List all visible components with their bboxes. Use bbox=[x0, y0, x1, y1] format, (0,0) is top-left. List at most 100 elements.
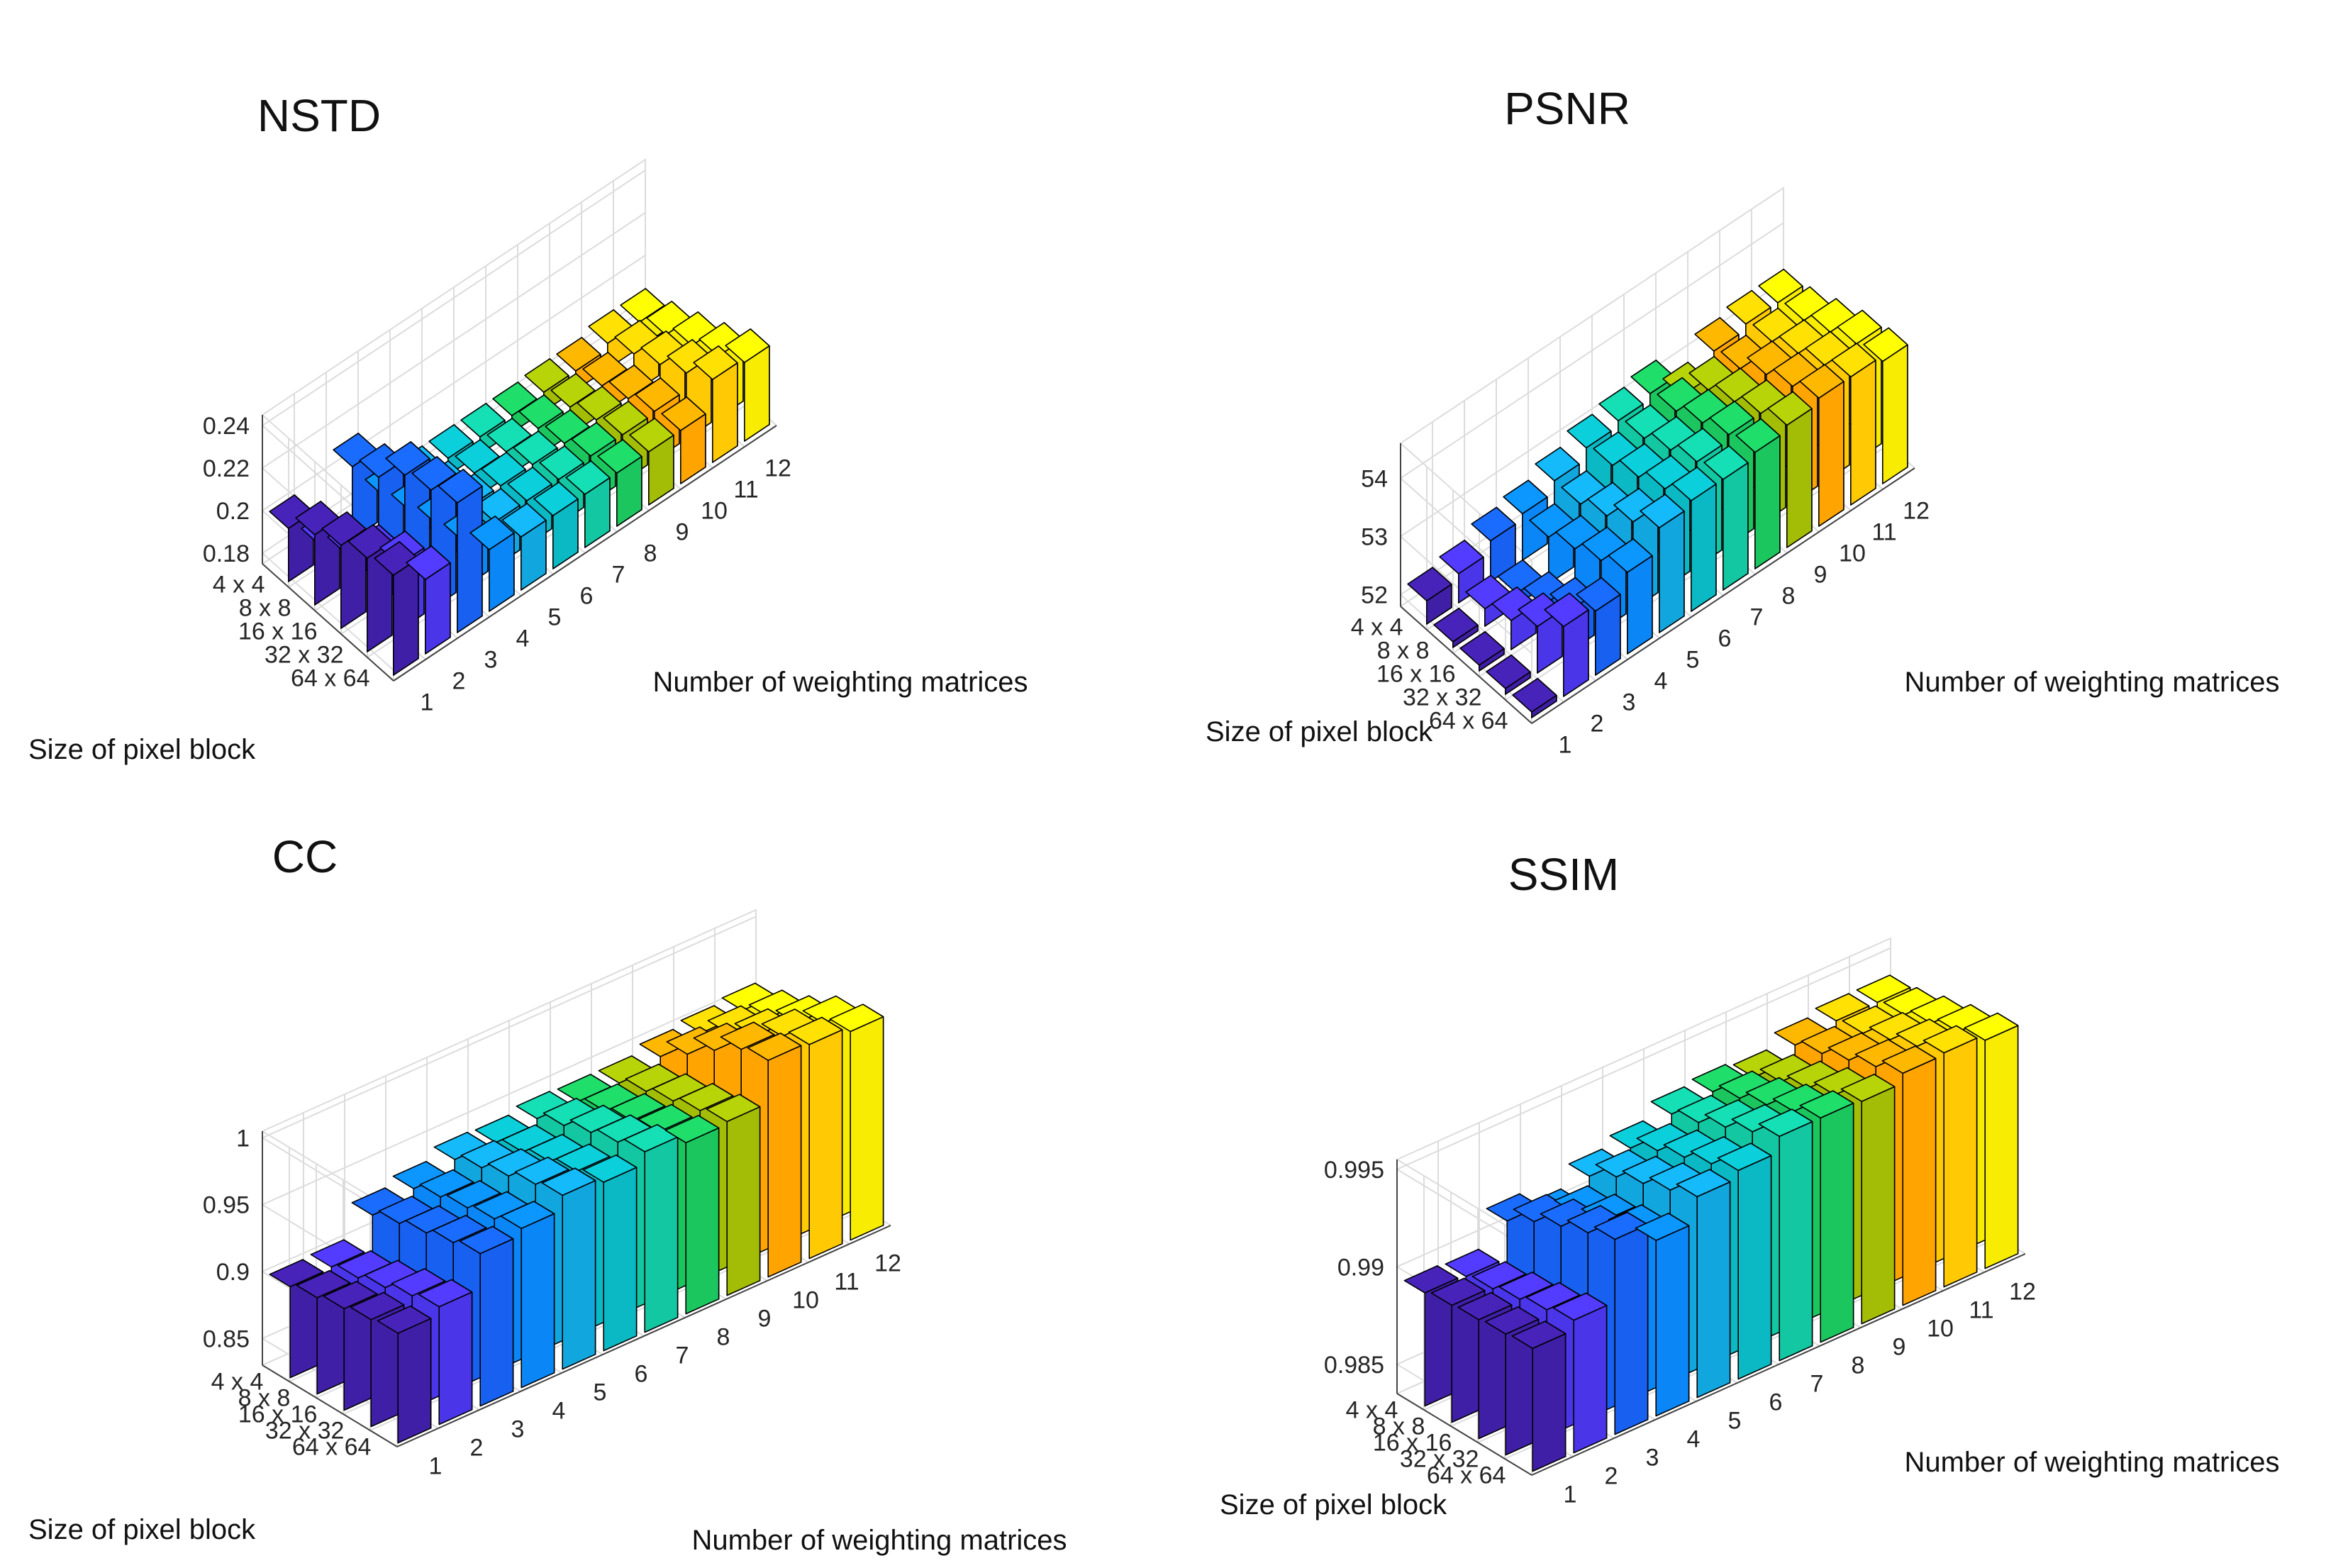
bar-ssim-m7-r1 bbox=[1758, 1108, 1813, 1362]
bar-top bbox=[1430, 1277, 1486, 1306]
bar-top bbox=[514, 1157, 569, 1185]
y-tick-label: 8 x 8 bbox=[1373, 1413, 1425, 1440]
bar-top bbox=[1881, 1045, 1937, 1074]
bar-top bbox=[1635, 1213, 1690, 1241]
bar-front bbox=[603, 1167, 638, 1352]
bar-front bbox=[850, 1016, 884, 1241]
bar-top bbox=[693, 345, 738, 380]
x-tick-label: 3 bbox=[511, 1416, 525, 1443]
bar-front bbox=[1861, 1086, 1896, 1325]
bar-top bbox=[1703, 445, 1749, 480]
bar-top bbox=[418, 1279, 473, 1308]
bar-psnr-m6-r1 bbox=[1671, 466, 1717, 612]
x-tick-label: 4 bbox=[1687, 1426, 1701, 1453]
bar-top bbox=[1503, 479, 1548, 515]
bar-top bbox=[377, 1305, 432, 1334]
bar-psnr-m10-r1 bbox=[1799, 364, 1844, 527]
bar-top bbox=[1840, 1074, 1896, 1102]
z-tick-label: 1 bbox=[236, 1125, 250, 1152]
y-tick-label: 8 x 8 bbox=[239, 595, 291, 622]
x-axis-line bbox=[1531, 467, 1915, 724]
y-tick-label: 16 x 16 bbox=[238, 618, 318, 645]
z-tick-label: 0.18 bbox=[203, 540, 250, 567]
bar-top bbox=[720, 1021, 775, 1050]
bar-top bbox=[1717, 1142, 1772, 1172]
bar-top bbox=[539, 445, 584, 480]
bar-psnr-m4-r1 bbox=[1608, 538, 1653, 655]
bar-top bbox=[1799, 1090, 1854, 1119]
bar-nstd-m9-r1 bbox=[629, 418, 674, 506]
bar-ssim-m9-r1 bbox=[1840, 1074, 1896, 1325]
x-tick-label: 2 bbox=[1591, 711, 1604, 738]
y-tick-label: 64 x 64 bbox=[1429, 708, 1508, 735]
bar-top bbox=[1567, 413, 1612, 449]
x-tick-label: 7 bbox=[676, 1342, 689, 1369]
bar-top bbox=[518, 394, 564, 429]
bar-ssim-m5-r1 bbox=[1676, 1169, 1731, 1399]
bar-top bbox=[635, 377, 680, 412]
x-tick-label: 6 bbox=[635, 1361, 648, 1388]
bar-front bbox=[711, 362, 738, 463]
bar-top bbox=[661, 396, 706, 431]
x-tick-label: 6 bbox=[580, 583, 594, 610]
bar-top bbox=[597, 439, 642, 474]
x-tick-label: 3 bbox=[484, 647, 498, 674]
bar-top bbox=[1676, 1169, 1731, 1198]
x-tick-label: 5 bbox=[548, 604, 562, 631]
bar-front bbox=[1820, 1102, 1854, 1343]
z-tick-label: 53 bbox=[1361, 523, 1388, 550]
bars bbox=[1407, 268, 1908, 718]
bar-nstd-m1-r5 bbox=[269, 494, 314, 582]
bar-top bbox=[438, 469, 483, 504]
bar-top bbox=[1964, 1012, 2019, 1041]
bar-top bbox=[1640, 494, 1685, 529]
bar-psnr-m9-r1 bbox=[1767, 391, 1813, 548]
x-tick-label: 2 bbox=[452, 668, 466, 695]
x-tick-label: 4 bbox=[1654, 668, 1668, 695]
y-axis-label: Size of pixel block bbox=[1206, 716, 1433, 747]
bar-front bbox=[1614, 1224, 1649, 1435]
bar-nstd-m8-r1 bbox=[597, 439, 642, 527]
bar-top bbox=[391, 1268, 446, 1296]
x-tick-label: 5 bbox=[594, 1379, 607, 1406]
bar-front bbox=[392, 557, 419, 676]
bar-front bbox=[397, 1318, 432, 1444]
chart-title: SSIM bbox=[1508, 849, 1619, 900]
bar-front bbox=[1696, 1181, 1731, 1399]
x-axis-label: Number of weighting matrices bbox=[691, 1525, 1067, 1556]
bar-top bbox=[1457, 1291, 1513, 1320]
y-axis-line bbox=[262, 563, 394, 682]
x-tick-label: 2 bbox=[1605, 1463, 1618, 1490]
z-tick-label: 0.995 bbox=[1324, 1157, 1384, 1184]
bar-front bbox=[767, 1045, 802, 1278]
y-tick-label: 16 x 16 bbox=[238, 1401, 318, 1428]
bar-top bbox=[385, 441, 430, 476]
bar-top bbox=[1831, 343, 1876, 378]
x-tick-label: 9 bbox=[758, 1306, 772, 1333]
bar-top bbox=[428, 424, 474, 459]
x-tick-label: 7 bbox=[1810, 1371, 1824, 1398]
x-tick-label: 1 bbox=[1564, 1481, 1577, 1508]
y-tick-label: 64 x 64 bbox=[292, 1434, 372, 1461]
bar-cc-m3-r1 bbox=[459, 1225, 514, 1407]
bar-top bbox=[1726, 289, 1771, 325]
bar-cc-m1-r1 bbox=[377, 1305, 432, 1444]
x-tick-label: 2 bbox=[470, 1435, 484, 1462]
bar-top bbox=[829, 1003, 884, 1033]
bar-cc-m6-r1 bbox=[582, 1155, 638, 1352]
bar-ssim-m1-r1 bbox=[1511, 1320, 1567, 1472]
x-tick-label: 8 bbox=[1782, 583, 1796, 610]
bar-top bbox=[1863, 327, 1908, 362]
bar-top bbox=[571, 422, 616, 457]
y-tick-label: 16 x 16 bbox=[1376, 661, 1456, 688]
bar-top bbox=[555, 1143, 611, 1172]
bar-top bbox=[603, 401, 648, 435]
x-tick-label: 5 bbox=[1686, 647, 1700, 674]
bar-cc-m11-r1 bbox=[788, 1016, 843, 1260]
bar-top bbox=[524, 358, 569, 393]
x-tick-label: 8 bbox=[717, 1324, 730, 1351]
bar-top bbox=[1767, 391, 1813, 426]
bar-top bbox=[269, 1259, 324, 1288]
bar-psnr-m3-r1 bbox=[1576, 577, 1621, 676]
